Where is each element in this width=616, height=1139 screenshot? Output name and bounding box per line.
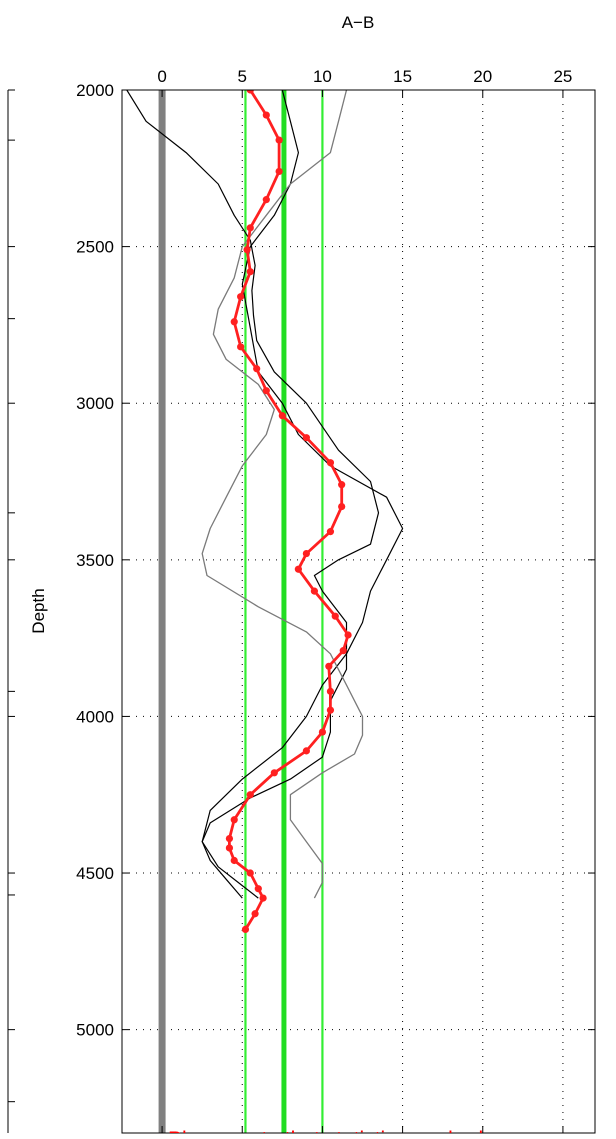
estimate-point <box>302 549 310 558</box>
plot-frame <box>121 89 596 1134</box>
estimate-point <box>237 293 245 301</box>
estimate-point <box>230 816 238 824</box>
estimate-point <box>326 687 335 695</box>
estimate-point <box>230 856 238 865</box>
sample-black-2-line <box>201 90 404 899</box>
estimate-point <box>302 434 310 442</box>
estimate-point <box>331 612 339 620</box>
estimate-point <box>253 365 261 373</box>
estimate-point <box>339 647 347 655</box>
estimate-point <box>270 769 278 777</box>
estimate-point <box>262 387 270 395</box>
grid <box>122 90 595 1133</box>
x-tick-label: 20 <box>473 67 492 86</box>
estimate-point <box>326 459 335 467</box>
y-ticks: 2000 2500 3000 3500 4000 4500 5000 <box>8 81 595 1103</box>
estimate-point <box>251 910 259 918</box>
y-tick-label: 3000 <box>76 394 114 413</box>
estimate-point <box>338 502 346 511</box>
x-tick-label: 25 <box>553 67 572 86</box>
estimate-point <box>302 747 310 755</box>
estimate-point <box>230 318 238 326</box>
estimate-point <box>243 246 251 254</box>
statistics-note: Please note that statistics are bad <box>168 1128 483 1139</box>
estimate-point <box>246 869 254 877</box>
estimate-point <box>254 885 262 893</box>
y-tick-label: 2000 <box>76 81 114 100</box>
estimate-point <box>225 844 234 852</box>
estimate-point <box>338 481 346 489</box>
estimate-point <box>325 662 333 670</box>
estimate-point <box>246 90 254 94</box>
estimate-point <box>259 894 267 902</box>
plot-area <box>126 90 404 1133</box>
estimate-point <box>318 728 327 736</box>
estimate-point <box>344 631 352 639</box>
x-tick-label: 5 <box>238 67 247 86</box>
estimate-point <box>278 412 286 420</box>
estimate-point <box>246 791 254 799</box>
estimate-point <box>237 343 245 351</box>
estimate-point <box>275 167 283 176</box>
x-tick-label: 0 <box>157 67 166 86</box>
estimate-point <box>246 224 254 232</box>
y-axis-label: Depth <box>29 588 48 633</box>
estimate-point <box>310 587 319 595</box>
estimate-point <box>262 111 270 119</box>
x-tick-label: 15 <box>393 67 412 86</box>
estimate-point <box>294 565 302 573</box>
y-tick-label: 3500 <box>76 551 114 570</box>
estimate-point <box>326 706 335 714</box>
y-tick-label: 2500 <box>76 238 114 257</box>
estimate-point <box>275 136 283 144</box>
estimate-point <box>241 925 250 934</box>
x-tick-label: 10 <box>313 67 332 86</box>
y-tick-label: 5000 <box>76 1021 114 1040</box>
x-ticks: 0 5 10 15 20 25 <box>157 67 572 1133</box>
y-tick-label: 4500 <box>76 864 114 883</box>
estimate-point <box>262 196 270 204</box>
estimate-line <box>227 90 350 931</box>
chart-title: A−B <box>342 13 375 32</box>
estimate-point <box>246 268 254 276</box>
y-tick-label: 4000 <box>76 707 114 726</box>
estimate-point <box>326 528 335 536</box>
sample-gray-line <box>201 90 364 899</box>
estimate-point <box>225 834 234 843</box>
